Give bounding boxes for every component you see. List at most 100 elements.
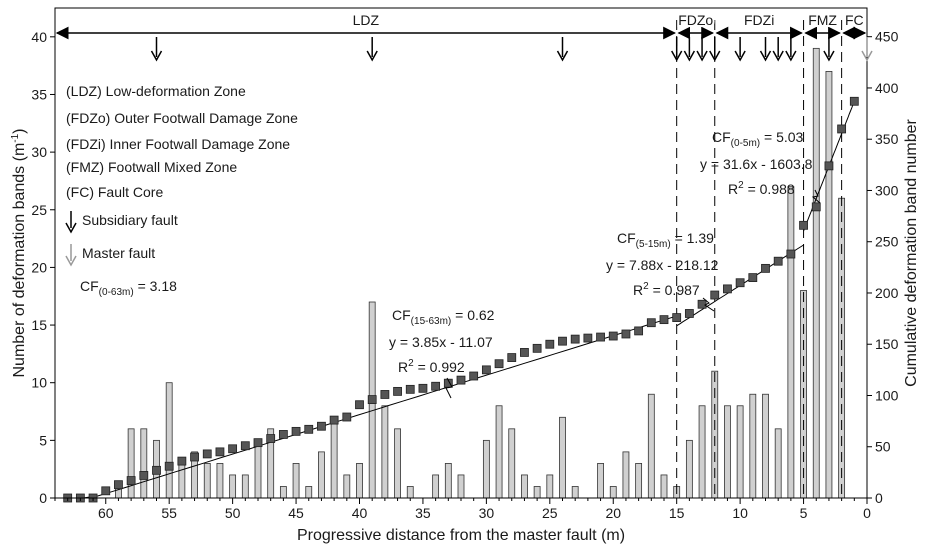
y-left-tick-label: 25 — [31, 202, 47, 218]
zone-label: FDZo — [678, 12, 713, 28]
bar — [482, 439, 490, 499]
y-left-tick-label: 30 — [31, 144, 47, 160]
bar — [736, 405, 744, 499]
cumulative-point — [114, 480, 123, 490]
master-fault-arrow-head — [861, 50, 873, 62]
cumulative-point — [672, 313, 682, 322]
annotation-fdz-r2: R2 = 0.987 — [633, 281, 700, 298]
legend-item-fdzo: (FDZo) Outer Footwall Damage Zone — [66, 110, 298, 126]
y-left-tick-label: 5 — [39, 432, 47, 448]
subsidiary-fault-arrow-head — [823, 50, 835, 62]
cf-total-label: CF(0-63m) = 3.18 — [80, 278, 177, 298]
bar — [508, 428, 516, 499]
x-axis-title: Progressive distance from the master fau… — [297, 527, 625, 544]
cumulative-point — [126, 476, 136, 485]
cumulative-point — [761, 263, 770, 273]
cumulative-point — [291, 426, 301, 436]
y-left-tick-label: 15 — [31, 317, 47, 333]
x-tick-label: 30 — [479, 505, 495, 521]
zone-label: FC — [845, 12, 864, 28]
bar — [165, 382, 173, 499]
legend-item-fmz: (FMZ) Footwall Mixed Zone — [66, 159, 237, 175]
bar — [381, 405, 389, 499]
cumulative-point — [431, 381, 441, 391]
cumulative-point — [824, 161, 834, 171]
x-tick-label: 15 — [669, 505, 685, 521]
annotation-ldz-r2: R2 = 0.992 — [398, 358, 465, 375]
y-left-tick-label: 40 — [31, 29, 47, 45]
bar — [457, 474, 465, 499]
cumulative-point — [621, 329, 631, 339]
bar — [685, 439, 693, 499]
cumulative-point — [177, 456, 187, 466]
subsidiary-fault-arrow-head — [683, 50, 696, 62]
cumulative-point — [735, 278, 745, 288]
legend: (LDZ) Low-deformation Zone (FDZo) Outer … — [65, 83, 298, 298]
bar — [571, 486, 579, 499]
bar — [495, 405, 503, 499]
y-right-tick-label: 100 — [875, 387, 899, 403]
subsidiary-fault-arrow-head — [734, 50, 746, 62]
bar — [774, 428, 782, 499]
y-right-tick-label: 300 — [875, 182, 899, 198]
bar — [546, 474, 554, 499]
bar — [597, 463, 604, 499]
bar — [812, 47, 820, 499]
cumulative-point — [608, 331, 618, 341]
cumulative-point — [520, 348, 529, 357]
cumulative-point — [253, 438, 263, 448]
y-right-tick-label: 450 — [875, 29, 899, 45]
subsidiary-fault-arrow-head — [366, 50, 378, 62]
cumulative-point — [773, 256, 783, 266]
cumulative-point — [329, 415, 339, 425]
y-left-tick-label: 20 — [31, 259, 47, 275]
zone-label: FDZi — [744, 12, 774, 28]
cumulative-point — [596, 332, 605, 342]
bar — [762, 393, 769, 499]
annotation-fdz-equation: y = 7.88x - 218.12 — [606, 257, 719, 273]
legend-subsidiary-label: Subsidiary fault — [82, 212, 178, 228]
x-tick-label: 40 — [352, 505, 368, 521]
y-right-tick-label: 400 — [875, 80, 899, 96]
cumulative-point — [418, 383, 428, 393]
cumulative-point — [646, 318, 656, 328]
x-tick-label: 55 — [161, 505, 177, 521]
cumulative-point — [152, 465, 161, 475]
annotation-fmz-equation: y = 31.6x - 1603.8 — [700, 156, 813, 172]
cumulative-point — [634, 326, 644, 336]
zone-label: LDZ — [353, 12, 380, 28]
annotation-fdz-cf: CF(5-15m) = 1.39 — [617, 230, 714, 250]
annotation-ldz-leader — [445, 377, 453, 399]
bar — [394, 428, 401, 499]
x-tick-label: 20 — [605, 505, 621, 521]
x-tick-label: 45 — [288, 505, 304, 521]
subsidiary-fault-arrow-head — [696, 50, 708, 62]
subsidiary-fault-arrow-head — [772, 50, 784, 62]
cumulative-point — [355, 400, 364, 410]
cumulative-point — [545, 339, 555, 349]
bar — [127, 428, 135, 499]
y-right-axis-ticks: 0 50 100 150 200 250 300 350 400 450 — [867, 29, 899, 506]
bar — [609, 486, 617, 499]
cumulative-point — [558, 336, 567, 346]
y-left-axis-ticks: 0 5 10 15 20 25 30 35 40 — [31, 29, 55, 506]
y-left-tick-label: 35 — [31, 86, 47, 102]
bar — [140, 428, 148, 499]
bar — [432, 474, 440, 499]
bar — [698, 405, 706, 499]
bar — [216, 463, 224, 499]
cumulative-point — [393, 386, 402, 396]
y-right-tick-label: 150 — [875, 336, 899, 352]
cumulative-point — [710, 290, 720, 300]
y-right-tick-label: 250 — [875, 234, 899, 250]
subsidiary-fault-arrow-head — [785, 50, 797, 62]
cumulative-point — [684, 309, 694, 318]
bar — [533, 486, 541, 499]
cumulative-point — [723, 284, 732, 294]
bar — [279, 486, 287, 499]
bar — [521, 474, 528, 499]
bar — [825, 71, 833, 499]
legend-item-ldz: (LDZ) Low-deformation Zone — [66, 83, 246, 99]
cumulative-point — [786, 249, 796, 259]
bar — [305, 486, 313, 499]
